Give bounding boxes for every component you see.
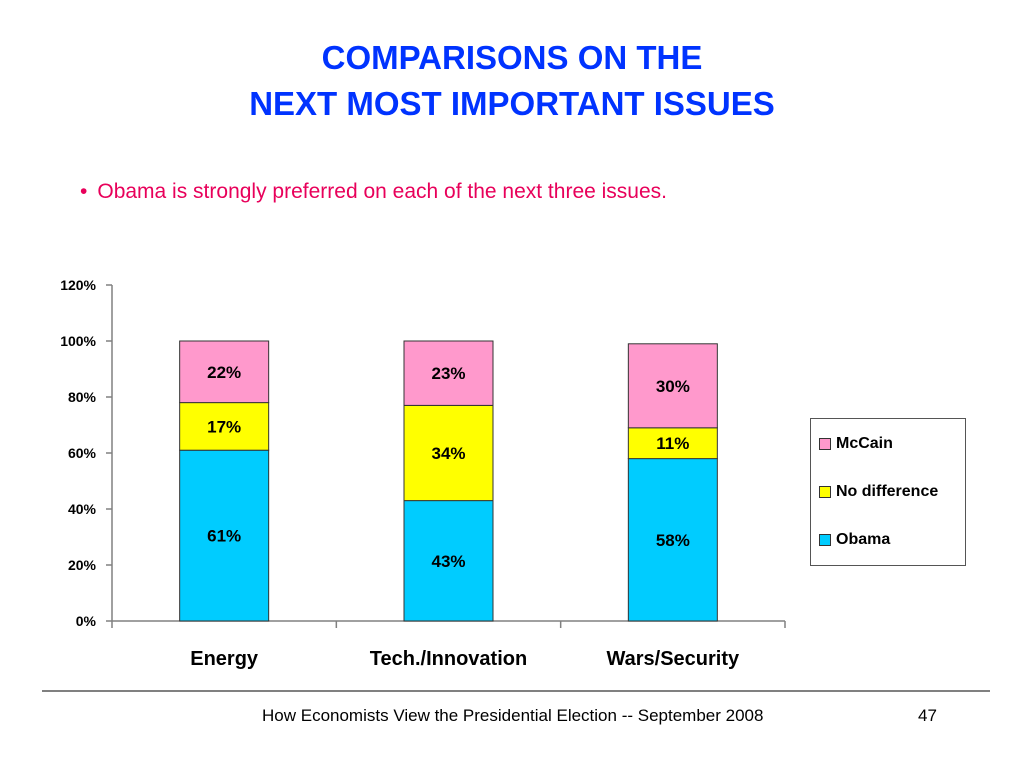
footer-divider <box>42 690 990 692</box>
bar-segment-obama <box>179 449 270 622</box>
legend-label-mccain: McCain <box>836 435 893 452</box>
bullet-point: • Obama is strongly preferred on each of … <box>80 180 667 204</box>
legend-swatch-no-difference <box>819 486 831 498</box>
legend-label-no-difference: No difference <box>836 483 939 500</box>
legend-item-obama: Obama <box>819 531 890 549</box>
y-tick-label: 40% <box>68 501 97 517</box>
chart-legend: McCain No difference Obama <box>810 418 966 566</box>
y-tick-label: 0% <box>76 613 97 629</box>
data-label: 58% <box>656 531 690 550</box>
slide-title-line-1: COMPARISONS ON THE <box>321 39 703 76</box>
bar-segment-obama <box>403 500 494 622</box>
y-tick-label: 20% <box>68 557 97 573</box>
data-label: 23% <box>431 364 465 383</box>
data-label: 17% <box>207 417 241 436</box>
data-label: 30% <box>656 377 690 396</box>
bar-segment-obama <box>627 458 718 622</box>
legend-item-no-difference: No difference <box>819 483 938 501</box>
bar-segment-no-difference <box>403 404 494 502</box>
bar-segment-mccain <box>627 343 718 429</box>
y-tick-label: 100% <box>60 333 96 349</box>
chart-axes: 0% 20% 40% 60% 80% 100% 120% Energy Tech./Innova… <box>60 277 786 670</box>
bar-segment-no-difference <box>627 427 718 460</box>
legend-swatch-obama <box>819 534 831 546</box>
y-tick-label: 80% <box>68 389 97 405</box>
bullet-text: Obama is strongly preferred on each of t… <box>97 180 667 203</box>
chart-data-labels: 61% 17% 22% 43% 34% 23% 58% 11% 30% <box>207 363 690 571</box>
data-label: 61% <box>207 527 241 546</box>
legend-item-mccain: McCain <box>819 435 893 453</box>
data-label: 11% <box>656 434 689 453</box>
chart-bars <box>179 340 718 622</box>
x-category-label: Wars/Security <box>607 648 741 670</box>
data-label: 43% <box>431 552 465 571</box>
data-label: 34% <box>431 444 465 463</box>
y-tick-label: 120% <box>60 277 96 293</box>
legend-label-obama: Obama <box>836 531 891 548</box>
bar-segment-mccain <box>403 340 494 406</box>
data-label: 22% <box>207 363 241 382</box>
footer-text: How Economists View the Presidential Ele… <box>262 706 764 725</box>
bar-segment-mccain <box>179 340 270 404</box>
x-category-label: Tech./Innovation <box>370 648 527 670</box>
page-number: 47 <box>918 706 937 725</box>
x-category-label: Energy <box>190 648 259 670</box>
legend-swatch-mccain <box>819 438 831 450</box>
slide-title-line-2: NEXT MOST IMPORTANT ISSUES <box>249 85 775 122</box>
y-tick-label: 60% <box>68 445 97 461</box>
bullet-marker: • <box>80 180 88 203</box>
